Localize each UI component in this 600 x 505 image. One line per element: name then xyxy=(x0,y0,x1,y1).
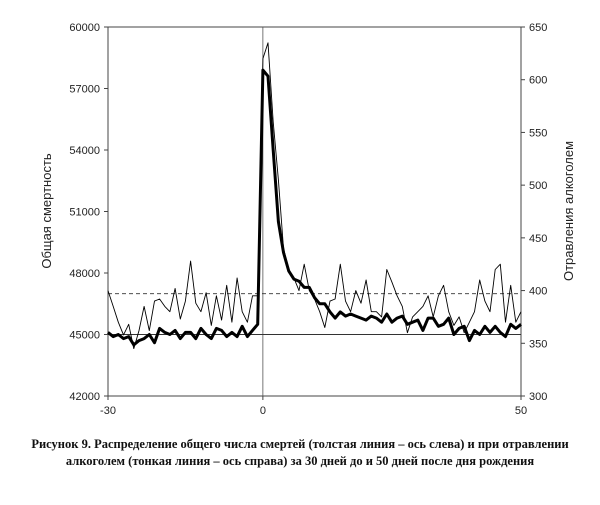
y-tick-label-left: 54000 xyxy=(69,145,100,157)
y-tick-label-right: 400 xyxy=(529,286,547,298)
x-tick-label: 0 xyxy=(260,405,266,417)
series-line-alcohol-poisoning xyxy=(107,42,522,350)
y-axis-label-left: Общая смертность xyxy=(39,153,54,269)
right-axis-ticks: 300 350 400 450 500 550 600 650 xyxy=(521,22,547,403)
x-axis-ticks: -30 0 50 xyxy=(100,396,527,417)
reference-lines xyxy=(108,27,521,396)
axes xyxy=(107,26,522,397)
series-line-total-deaths xyxy=(107,68,522,347)
x-tick-label: -30 xyxy=(100,405,116,417)
x-tick-label: 50 xyxy=(515,405,527,417)
y-tick-label-left: 45000 xyxy=(69,330,100,342)
plot-frame xyxy=(107,26,522,397)
y-tick-label-right: 500 xyxy=(529,180,547,192)
left-axis-ticks: 42000 45000 48000 51000 54000 57000 60000 xyxy=(69,22,108,403)
y-tick-label-right: 550 xyxy=(529,127,547,139)
y-axis-label-right: Отравления алкоголем xyxy=(561,141,576,281)
y-tick-label-right: 450 xyxy=(529,233,547,245)
y-tick-label-right: 650 xyxy=(529,22,547,34)
y-tick-label-right: 600 xyxy=(529,75,547,87)
y-tick-label-left: 48000 xyxy=(69,268,100,280)
figure-caption: Рисунок 9. Распределение общего числа см… xyxy=(31,437,569,468)
y-tick-label-left: 51000 xyxy=(69,207,100,219)
y-tick-label-left: 57000 xyxy=(69,84,100,96)
y-tick-label-left: 60000 xyxy=(69,22,100,34)
y-tick-label-right: 300 xyxy=(529,391,547,403)
y-tick-label-right: 350 xyxy=(529,338,547,350)
series xyxy=(107,42,522,350)
y-tick-label-left: 42000 xyxy=(69,391,100,403)
